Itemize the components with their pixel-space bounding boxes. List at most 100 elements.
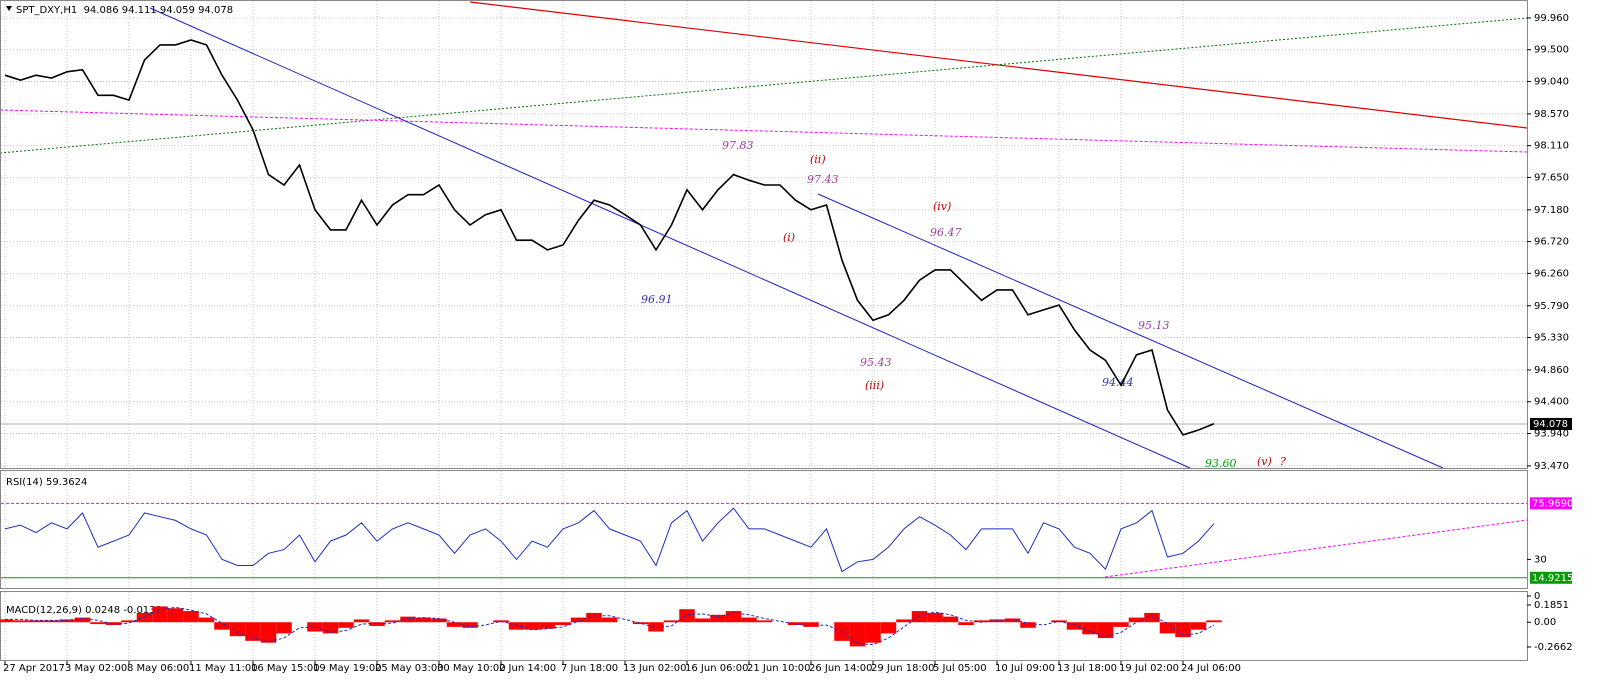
histogram-bar	[942, 616, 959, 623]
y-tick-label: 0.1851	[1534, 600, 1569, 611]
x-tick-label: 16 May 15:00	[251, 663, 320, 674]
x-tick-label: 3 May 02:00	[65, 663, 127, 674]
histogram-bar	[555, 622, 571, 626]
series-line	[4, 39, 1215, 436]
signal-line	[5, 606, 1215, 646]
histogram-bar	[539, 622, 556, 629]
histogram-bar	[260, 622, 277, 643]
level-box	[1530, 497, 1572, 510]
y-tick-label: 99.500	[1534, 45, 1569, 56]
histogram-bar	[694, 618, 711, 623]
rsi-panel	[0, 470, 1528, 589]
y-tick-label: -0.2662	[1534, 642, 1573, 653]
histogram-bar	[245, 622, 261, 641]
channel-upper	[817, 193, 1444, 469]
histogram-bar	[1175, 622, 1191, 638]
histogram-bar	[12, 620, 29, 623]
x-tick-label: 25 May 03:00	[375, 663, 444, 674]
histogram-bar	[431, 618, 447, 623]
level-label: 14.9215	[1532, 573, 1573, 584]
macd-panel	[0, 591, 1528, 661]
red-trendline	[469, 1, 1528, 129]
histogram-bar	[229, 622, 246, 637]
rsi-title: RSI(14) 59.3624	[6, 477, 87, 488]
annotation: (i)	[783, 231, 795, 244]
histogram-bar	[1128, 617, 1145, 623]
y-tick-label: 96.260	[1534, 268, 1569, 279]
annotation: 95.13	[1138, 319, 1170, 332]
histogram-bar	[43, 620, 60, 623]
histogram-bar	[663, 620, 680, 623]
annotation: (ii)	[810, 153, 826, 166]
y-tick-label: 95.790	[1534, 301, 1569, 312]
histogram-bar	[849, 622, 866, 647]
histogram-bar	[338, 622, 354, 628]
histogram-bar	[741, 617, 757, 623]
price-panel	[0, 0, 1528, 469]
menu-icon	[6, 6, 12, 11]
histogram-bar	[508, 622, 525, 630]
annotation: 97.83	[722, 139, 754, 152]
histogram-bar	[710, 614, 726, 623]
histogram-bar	[648, 622, 664, 632]
y-tick-label: 98.570	[1534, 109, 1569, 120]
histogram-bar	[152, 606, 168, 623]
histogram-bar	[1190, 622, 1207, 630]
histogram-bar	[911, 611, 928, 623]
channel-lower	[149, 7, 1191, 469]
y-tick-label: 99.040	[1534, 76, 1569, 87]
annotation: 97.43	[807, 173, 839, 186]
annotation: (iv)	[933, 200, 951, 213]
x-tick-label: 19 Jul 02:00	[1119, 663, 1179, 674]
histogram-bar	[1004, 618, 1021, 623]
histogram-bar	[1066, 622, 1083, 630]
green-trendline	[0, 17, 1528, 154]
level-label: 75.9690	[1532, 498, 1573, 509]
histogram-bar	[0, 619, 13, 623]
x-tick-label: 30 May 10:00	[437, 663, 506, 674]
y-tick-label: 95.330	[1534, 333, 1569, 344]
x-tick-label: 24 Jul 06:00	[1181, 663, 1241, 674]
y-tick-label: 98.110	[1534, 141, 1569, 152]
x-tick-label: 2 Jun 14:00	[499, 663, 556, 674]
histogram-bar	[880, 622, 897, 634]
histogram-bar	[400, 616, 416, 623]
x-tick-label: 19 May 19:00	[313, 663, 382, 674]
y-tick-label: 93.470	[1534, 461, 1569, 472]
histogram-bar	[1020, 622, 1036, 628]
last-price-box	[1530, 417, 1572, 430]
x-tick-label: 7 Jun 18:00	[561, 663, 618, 674]
macd-title: MACD(12,26,9) 0.0248 -0.0130	[6, 605, 162, 616]
y-tick-label: 96.720	[1534, 237, 1569, 248]
x-tick-label: 21 Jun 10:00	[747, 663, 811, 674]
histogram-bar	[524, 622, 540, 630]
histogram-bar	[725, 611, 742, 623]
level-box	[1530, 571, 1572, 584]
x-tick-label: 27 Apr 2017	[3, 663, 65, 674]
price-title: SPT_DXY,H1 94.086 94.111 94.059 94.078	[16, 5, 233, 16]
histogram-bar	[865, 622, 881, 643]
histogram-bar	[1159, 622, 1176, 634]
x-tick-label: 26 Jun 14:00	[809, 663, 873, 674]
histogram-bar	[632, 622, 649, 625]
histogram-bar	[586, 612, 602, 623]
histogram-bar	[803, 622, 819, 627]
histogram-bar	[214, 622, 230, 630]
histogram-bar	[462, 622, 478, 628]
rsi-trendline	[1104, 519, 1528, 578]
trendlines	[0, 1, 1528, 578]
x-tick-label: 13 Jun 02:00	[623, 663, 687, 674]
histogram-bar	[90, 622, 106, 625]
annotation: (v)	[1257, 455, 1272, 468]
x-tick-label: 8 May 06:00	[127, 663, 189, 674]
y-tick-label: 94.400	[1534, 397, 1569, 408]
histogram-bar	[353, 619, 370, 623]
x-tick-label: 13 Jul 18:00	[1057, 663, 1117, 674]
histogram-bar	[679, 609, 695, 623]
annotation: 94.44	[1102, 376, 1134, 389]
y-tick-label: 99.960	[1534, 13, 1569, 24]
histogram-bar	[121, 620, 137, 623]
